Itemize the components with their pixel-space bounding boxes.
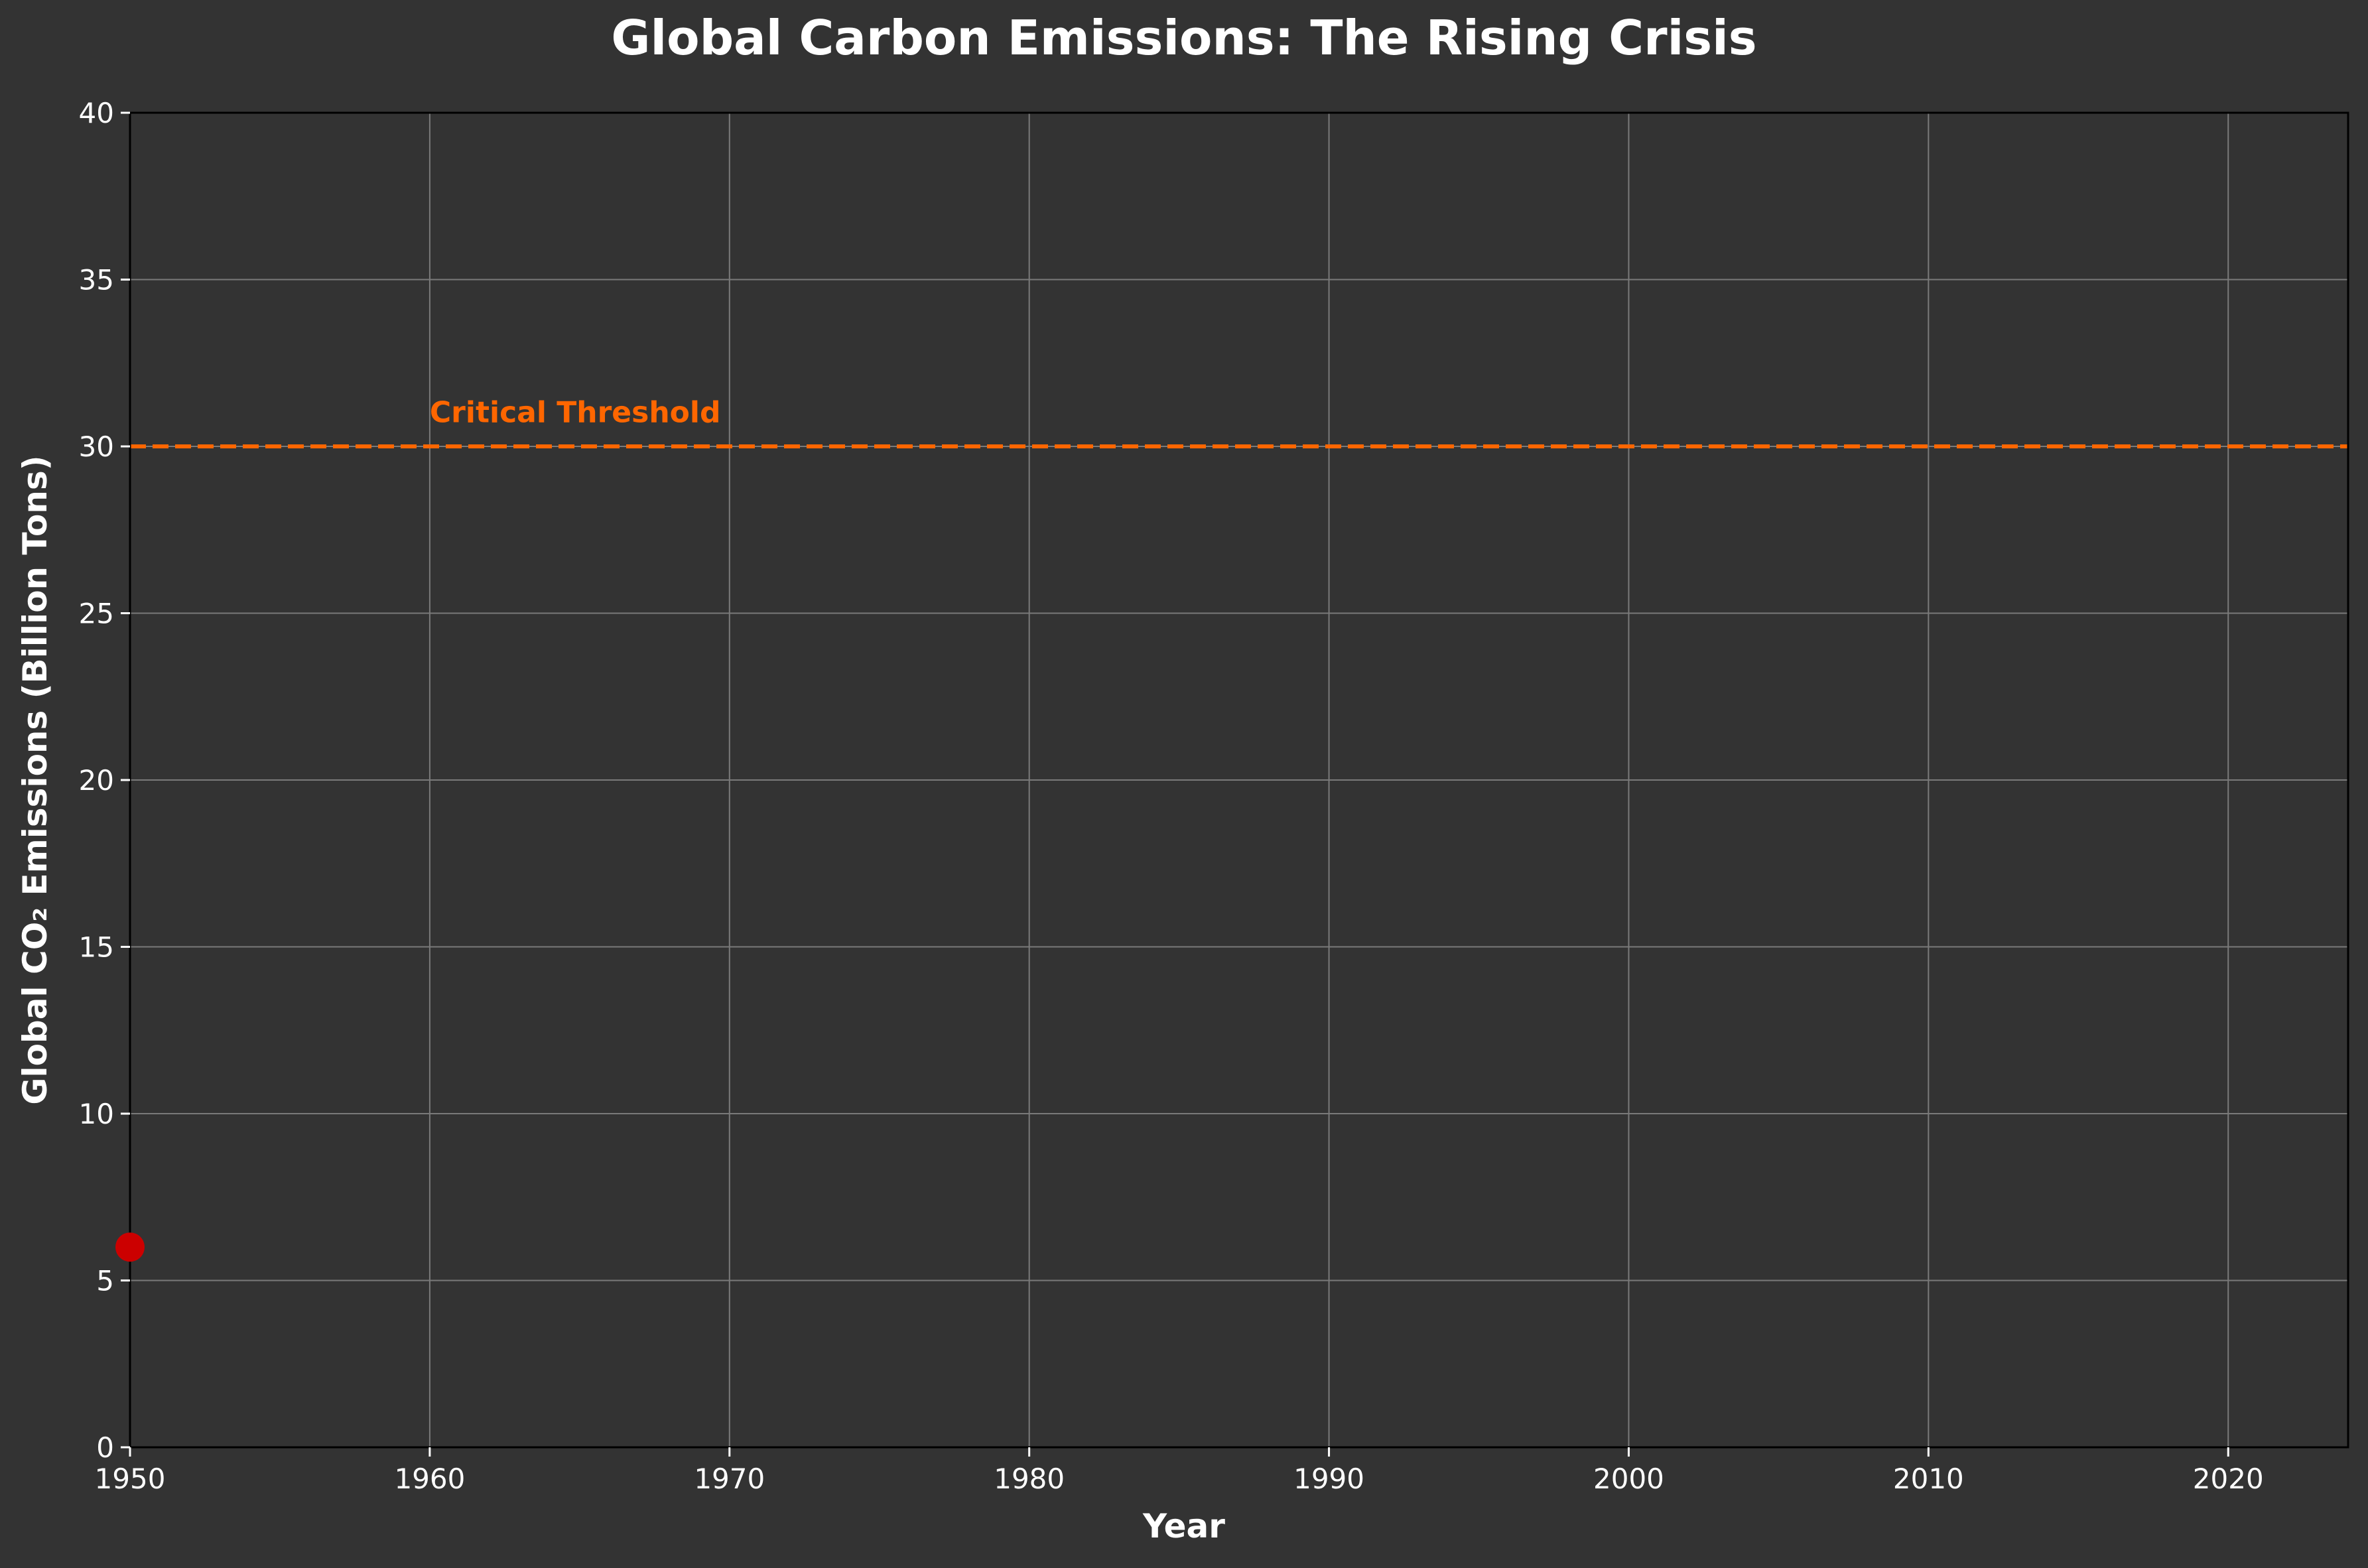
x-tick-label: 2010 bbox=[1893, 1463, 1964, 1495]
x-axis-label: Year bbox=[1142, 1507, 1225, 1545]
y-tick-label: 10 bbox=[79, 1098, 114, 1130]
y-tick-label: 5 bbox=[96, 1265, 114, 1297]
data-point bbox=[115, 1232, 145, 1262]
y-tick-label: 40 bbox=[79, 97, 114, 129]
y-tick-label: 25 bbox=[79, 598, 114, 630]
x-tick-label: 2000 bbox=[1593, 1463, 1664, 1495]
y-tick-label: 20 bbox=[79, 764, 114, 797]
y-tick-label: 30 bbox=[79, 430, 114, 463]
x-tick-label: 2020 bbox=[2193, 1463, 2264, 1495]
y-tick-label: 0 bbox=[96, 1431, 114, 1464]
threshold-label: Critical Threshold bbox=[430, 396, 721, 430]
x-tick-label: 1960 bbox=[394, 1463, 465, 1495]
y-tick-label: 15 bbox=[79, 931, 114, 964]
x-tick-label: 1980 bbox=[994, 1463, 1065, 1495]
plot-area: Critical Threshold 1950 1960 1970 1980 1990 20… bbox=[79, 97, 2349, 1495]
x-tick-label: 1990 bbox=[1293, 1463, 1364, 1495]
chart-title: Global Carbon Emissions: The Rising Cris… bbox=[611, 10, 1756, 66]
y-tick-label: 35 bbox=[79, 264, 114, 296]
x-tick-label: 1970 bbox=[694, 1463, 765, 1495]
y-axis-label: Global CO₂ Emissions (Billion Tons) bbox=[16, 455, 54, 1104]
x-tick-label: 1950 bbox=[95, 1463, 166, 1495]
